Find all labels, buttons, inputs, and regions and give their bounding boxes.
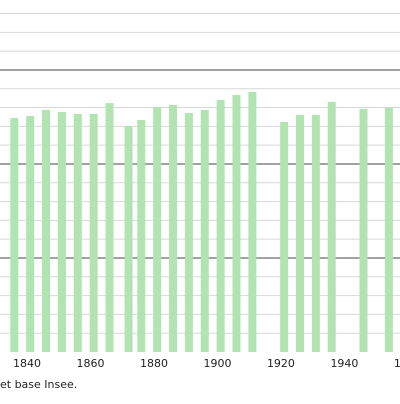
bar bbox=[359, 108, 368, 352]
bar bbox=[105, 103, 114, 353]
bar bbox=[10, 117, 19, 353]
x-tick-label: 1840 bbox=[13, 357, 41, 370]
bar bbox=[232, 94, 241, 352]
bar bbox=[153, 106, 162, 352]
bar bbox=[311, 114, 320, 352]
x-tick-label: 1860 bbox=[76, 357, 104, 370]
x-tick-label: 1880 bbox=[140, 357, 168, 370]
x-tick-label: 1940 bbox=[330, 357, 358, 370]
bar bbox=[73, 113, 82, 352]
bar bbox=[200, 110, 209, 352]
bar bbox=[89, 113, 98, 352]
x-tick-label: 1960 bbox=[394, 357, 400, 370]
x-tick-label: 1920 bbox=[267, 357, 295, 370]
bar bbox=[57, 111, 66, 352]
bar bbox=[280, 122, 289, 353]
bar bbox=[42, 110, 51, 352]
bar bbox=[384, 107, 393, 352]
bar bbox=[216, 100, 225, 353]
source-note: et base Insee. bbox=[0, 378, 77, 391]
bar bbox=[327, 101, 336, 353]
bar bbox=[169, 104, 178, 352]
bar bbox=[124, 125, 133, 352]
bar bbox=[137, 119, 146, 352]
x-tick-label: 1900 bbox=[203, 357, 231, 370]
bar bbox=[26, 116, 35, 353]
bar bbox=[184, 113, 193, 352]
bar bbox=[248, 91, 257, 352]
bar bbox=[296, 114, 304, 352]
